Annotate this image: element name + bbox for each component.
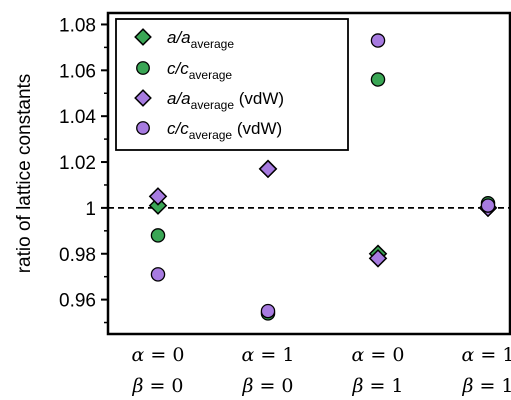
plot-frame: [106, 11, 511, 336]
x-category-label: β = 0: [241, 375, 293, 397]
legend-entry-label: a/aaverage (vdW): [167, 89, 284, 112]
data-point: [370, 33, 386, 48]
y-axis-ticks: 0.96 0.98 1 1.02 1.04 1.06 1.08: [59, 15, 108, 324]
legend-box: [115, 18, 349, 151]
data-point: [258, 159, 278, 179]
y-tick-label: 1.02: [59, 153, 96, 174]
y-tick-label: 0.96: [59, 291, 96, 312]
data-point: [150, 228, 166, 243]
data-point: [370, 72, 386, 87]
x-category-label: α = 0: [132, 344, 185, 366]
x-category-label: α = 0: [352, 344, 405, 366]
x-category-label: α = 1: [242, 344, 295, 366]
data-point: [480, 198, 496, 213]
x-category-label: β = 0: [131, 375, 183, 397]
y-axis-label: ratio of lattice constants: [14, 74, 35, 274]
data-point: [260, 303, 276, 319]
y-tick-label: 1.04: [59, 107, 96, 128]
y-tick-label: 0.98: [59, 245, 96, 266]
data-points: [148, 33, 498, 321]
legend-marker: [136, 121, 150, 135]
x-category-labels: α = 0 β = 0 α = 1 β = 0 α = 0 β = 1 α = 1 β = 1: [131, 344, 511, 397]
data-point: [148, 187, 168, 206]
x-category-label: β = 1: [461, 375, 511, 397]
legend-entry-label: a/aaverage: [167, 28, 234, 51]
legend-marker: [136, 61, 150, 75]
legend-marker: [134, 89, 152, 107]
data-point: [150, 267, 166, 282]
legend: a/aaverage c/caverage a/aaverage (vdW) c/ca…: [115, 18, 349, 151]
x-category-label: β = 1: [351, 375, 403, 397]
y-tick-label: 1: [85, 199, 96, 220]
legend-marker: [134, 28, 152, 46]
y-tick-label: 1.06: [59, 61, 96, 82]
data-point: [368, 249, 388, 268]
x-category-label: α = 1: [462, 344, 511, 366]
y-tick-label: 1.08: [59, 15, 96, 36]
legend-entry-label: c/caverage (vdW): [167, 119, 282, 142]
legend-entry-label: c/caverage: [167, 59, 232, 82]
